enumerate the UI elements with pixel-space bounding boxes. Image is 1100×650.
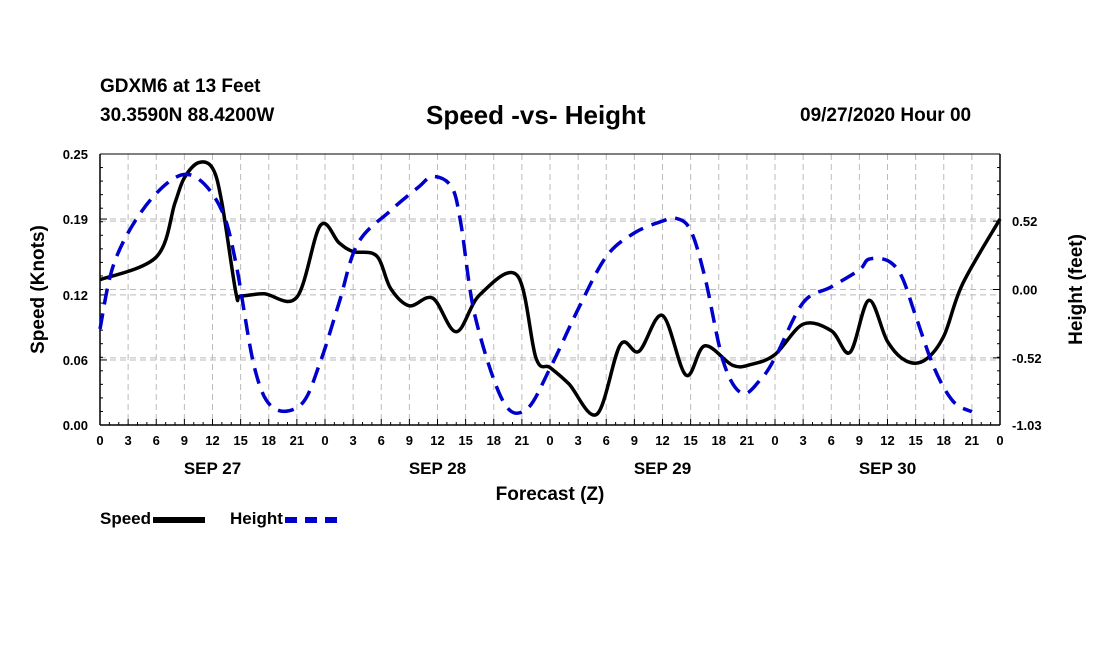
- legend-height-swatch: [284, 516, 337, 523]
- y2-axis-title: Height (feet): [1066, 234, 1087, 345]
- axes: [99, 153, 1001, 426]
- day-label: SEP 29: [634, 459, 691, 478]
- x-tick-label: 9: [406, 433, 413, 448]
- x-tick-label: 15: [908, 433, 922, 448]
- legend-height-label: Height: [230, 509, 283, 528]
- x-tick-label: 6: [603, 433, 610, 448]
- axis-labels: 0 3 6 9 12 15 18 21 0 3 6 9 12 15 18 21 0 3 6 9 12 15 18 21 0 3 6 9…: [28, 147, 1087, 505]
- x-tick-label: 12: [205, 433, 219, 448]
- y-tick-label: 0.06: [63, 353, 88, 368]
- y-tick-label: 0.12: [63, 288, 88, 303]
- x-tick-label: 3: [800, 433, 807, 448]
- x-tick-label: 12: [880, 433, 894, 448]
- x-tick-label: 21: [515, 433, 529, 448]
- y-tick-label: 0.19: [63, 212, 88, 227]
- x-tick-label: 18: [937, 433, 951, 448]
- x-tick-label: 12: [430, 433, 444, 448]
- x-tick-label: 12: [655, 433, 669, 448]
- y2-tick-label: -0.52: [1012, 351, 1042, 366]
- x-axis-title: Forecast (Z): [496, 484, 605, 505]
- date-label: 09/27/2020 Hour 00: [800, 105, 972, 126]
- x-tick-label: 21: [290, 433, 304, 448]
- legend-height: Height: [230, 509, 337, 529]
- coordinates-label: 30.3590N 88.4200W: [100, 105, 275, 126]
- chart-title: Speed -vs- Height: [426, 100, 646, 130]
- day-label: SEP 30: [859, 459, 916, 478]
- station-label: GDXM6 at 13 Feet: [100, 76, 261, 97]
- x-tick-label: 0: [546, 433, 553, 448]
- y-tick-label: 0.25: [63, 147, 88, 162]
- x-tick-label: 0: [996, 433, 1003, 448]
- y-axis-title: Speed (Knots): [28, 225, 49, 354]
- x-tick-label: 9: [631, 433, 638, 448]
- x-tick-label: 3: [125, 433, 132, 448]
- y2-tick-label: -1.03: [1012, 418, 1042, 433]
- x-tick-label: 15: [458, 433, 472, 448]
- x-tick-label: 0: [96, 433, 103, 448]
- x-tick-label: 15: [233, 433, 247, 448]
- x-tick-label: 6: [153, 433, 160, 448]
- x-tick-label: 0: [771, 433, 778, 448]
- x-tick-label: 6: [378, 433, 385, 448]
- series: [98, 160, 1002, 417]
- legend-speed: Speed: [100, 509, 206, 529]
- x-tick-label: 18: [712, 433, 726, 448]
- x-tick-label: 3: [350, 433, 357, 448]
- x-tick-label: 0: [321, 433, 328, 448]
- x-tick-label: 21: [740, 433, 754, 448]
- x-tick-label: 21: [965, 433, 979, 448]
- y2-tick-label: 0.52: [1012, 214, 1037, 229]
- x-tick-label: 3: [575, 433, 582, 448]
- day-label: SEP 28: [409, 459, 466, 478]
- x-tick-label: 9: [181, 433, 188, 448]
- x-tick-label: 6: [828, 433, 835, 448]
- y-tick-label: 0.00: [63, 418, 88, 433]
- legend-speed-swatch: [153, 516, 206, 523]
- series-line-height: [98, 172, 973, 415]
- day-label: SEP 27: [184, 459, 241, 478]
- legend-speed-label: Speed: [100, 509, 152, 528]
- x-tick-label: 15: [683, 433, 697, 448]
- x-tick-label: 18: [262, 433, 276, 448]
- y2-tick-label: 0.00: [1012, 283, 1037, 298]
- x-tick-label: 18: [487, 433, 501, 448]
- x-tick-label: 9: [856, 433, 863, 448]
- series-line-speed: [99, 160, 1002, 417]
